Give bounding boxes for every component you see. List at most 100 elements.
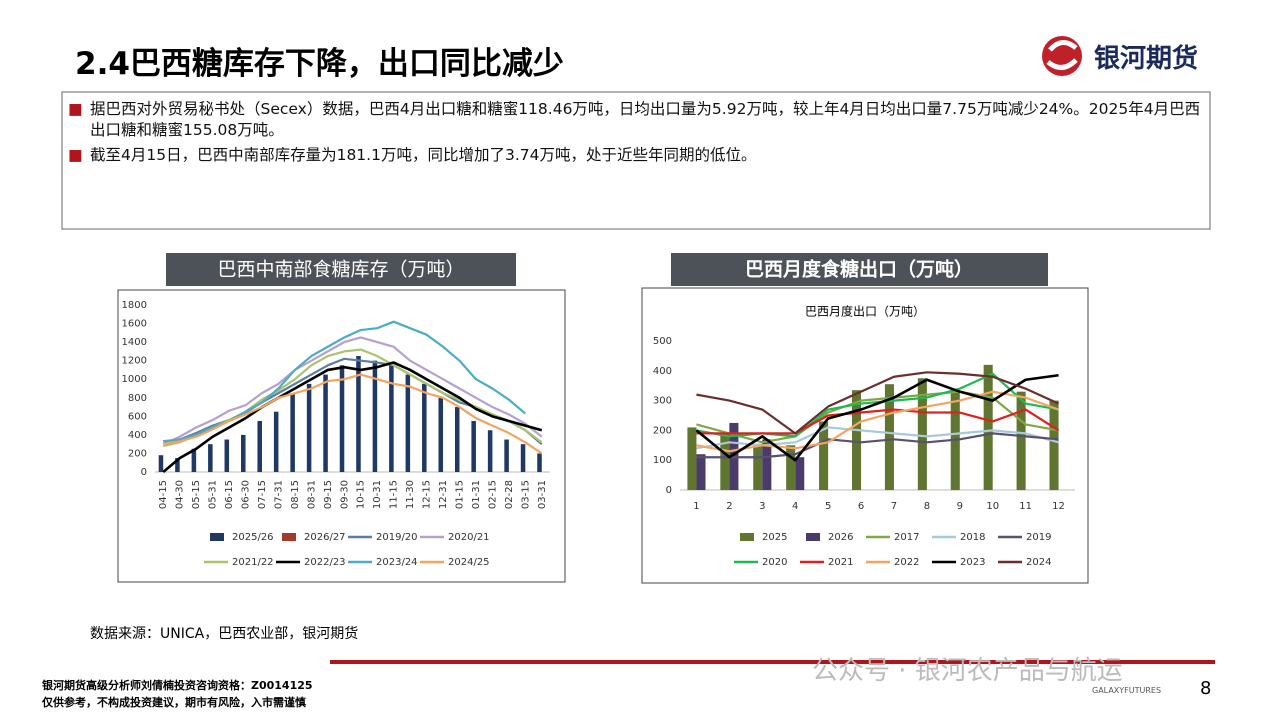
footer-line: 银河期货高级分析师刘倩楠投资咨询资格：Z0014125 <box>42 679 313 692</box>
bullet-text: 据巴西对外贸易秘书处（Secex）数据，巴西4月出口糖和糖蜜118.46万吨，日… <box>90 100 1201 139</box>
legend-label: 2022 <box>894 557 919 568</box>
bar <box>487 430 493 472</box>
legend-label: 2018 <box>960 532 985 543</box>
bar <box>191 448 197 472</box>
y-tick-label: 200 <box>653 425 672 436</box>
x-tick-label: 4 <box>792 501 798 512</box>
x-tick-label: 03-31 <box>537 480 548 509</box>
bar <box>720 433 730 490</box>
bar <box>372 360 378 472</box>
bar <box>405 374 411 472</box>
bar <box>884 384 894 490</box>
panel-title: 巴西月度食糖出口（万吨） <box>745 258 973 281</box>
bar <box>687 427 697 490</box>
x-tick-label: 07-31 <box>273 480 284 509</box>
x-tick-label: 09-15 <box>323 480 334 509</box>
x-tick-label: 12-31 <box>438 480 449 509</box>
text-box <box>61 91 1211 230</box>
logo-text: 银河期货 <box>1094 44 1199 74</box>
bar <box>851 390 862 490</box>
y-tick-label: 1600 <box>122 319 147 330</box>
y-tick-label: 1000 <box>122 374 147 385</box>
bullet: ■ 据巴西对外贸易秘书处（Secex）数据，巴西4月出口糖和糖蜜118.46万吨，… <box>68 99 1203 141</box>
line <box>696 432 1059 459</box>
bullet-icon: ■ <box>68 100 83 118</box>
panel-header <box>671 253 1048 286</box>
x-tick-label: 06-30 <box>241 480 252 509</box>
page-number: 8 <box>1200 678 1212 699</box>
bar <box>240 434 246 472</box>
bar <box>795 457 805 490</box>
bar <box>290 393 295 472</box>
legend-label: 2026 <box>828 532 853 543</box>
bar <box>389 365 394 472</box>
bar <box>273 411 279 472</box>
bar <box>983 364 993 490</box>
bullet-icon: ■ <box>68 146 83 164</box>
bar <box>306 383 312 472</box>
bar <box>1049 400 1059 490</box>
x-tick-label: 01-15 <box>454 480 465 509</box>
source: 数据来源：UNICA，巴西农业部，银河期货 <box>90 626 359 642</box>
chart-frame <box>117 289 566 583</box>
bar <box>504 439 509 472</box>
x-tick-label: 03-15 <box>520 480 531 509</box>
legend-label: 2020 <box>762 557 787 568</box>
bar <box>819 421 829 490</box>
brand: GALAXYFUTURES <box>1092 686 1162 695</box>
bar <box>158 455 164 472</box>
bar <box>537 453 542 472</box>
x-tick-label: 10 <box>986 501 999 512</box>
y-tick-label: 1400 <box>122 337 147 348</box>
logo-mark <box>1046 40 1078 70</box>
bar <box>762 439 772 490</box>
x-tick-label: 11 <box>1019 501 1032 512</box>
y-tick-label: 400 <box>653 366 672 377</box>
legend-swatch <box>282 533 296 541</box>
x-tick-label: 10-15 <box>356 480 367 509</box>
x-tick-label: 07-15 <box>257 480 268 509</box>
watermark: 公众号 · 银河农产品与航运 <box>812 656 1123 686</box>
legend-label: 2020/21 <box>448 532 490 543</box>
bar <box>224 439 230 472</box>
x-tick-label: 04-30 <box>175 480 186 509</box>
x-tick-label: 8 <box>924 501 930 512</box>
footer-line: 仅供参考，不构成投资建议，期市有风险，入市需谨慎 <box>42 696 306 709</box>
legend-label: 2019 <box>1026 532 1051 543</box>
bar <box>208 444 213 472</box>
y-tick-label: 600 <box>128 411 147 422</box>
bar <box>438 397 444 472</box>
legend-label: 2021/22 <box>232 557 274 568</box>
line <box>696 390 1059 453</box>
y-tick-label: 800 <box>128 393 147 404</box>
bar <box>422 383 427 472</box>
legend-label: 2021 <box>828 557 853 568</box>
x-tick-label: 08-31 <box>306 480 317 509</box>
legend-label: 2024 <box>1026 557 1051 568</box>
bar <box>454 407 460 472</box>
x-tick-label: 12-15 <box>422 480 433 509</box>
panel-header <box>166 253 516 286</box>
bar <box>1016 391 1026 490</box>
line <box>696 408 1060 435</box>
y-tick-label: 500 <box>653 336 672 347</box>
chart-title: 巴西月度出口（万吨） <box>805 304 925 319</box>
x-tick-label: 7 <box>891 501 897 512</box>
y-tick-label: 400 <box>128 430 147 441</box>
y-tick-label: 1800 <box>122 300 147 311</box>
line <box>696 426 1059 450</box>
x-tick-label: 01-31 <box>471 480 482 509</box>
x-tick-label: 05-15 <box>191 480 202 509</box>
line <box>163 373 543 455</box>
bar <box>520 444 526 472</box>
legend-label: 2024/25 <box>448 557 490 568</box>
x-tick-label: 05-31 <box>208 480 219 509</box>
x-tick-label: 3 <box>759 501 765 512</box>
x-tick-label: 1 <box>693 501 699 512</box>
legend-label: 2025 <box>762 532 787 543</box>
bar <box>356 356 361 472</box>
x-tick-label: 12 <box>1052 501 1065 512</box>
bar <box>917 378 927 490</box>
